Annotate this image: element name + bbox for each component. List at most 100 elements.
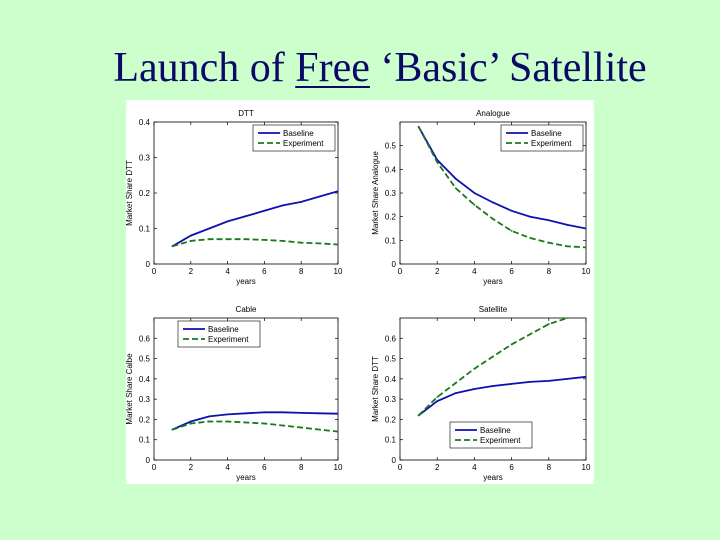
x-tick-label: 6 [509, 463, 514, 472]
slide-title: Launch of Free ‘Basic’ Satellite [0, 44, 720, 92]
data-point-baseline [473, 192, 476, 194]
subplot-title: Cable [236, 305, 257, 314]
y-tick-label: 0.5 [385, 355, 397, 364]
y-tick-label: 0.1 [385, 236, 397, 245]
y-tick-label: 0.2 [385, 415, 397, 424]
legend-box [177, 320, 261, 348]
x-tick-label: 6 [509, 267, 514, 276]
data-point-experiment [263, 422, 266, 425]
data-point-baseline [547, 379, 550, 382]
data-point-baseline [510, 209, 513, 212]
x-tick-label: 8 [299, 267, 304, 276]
data-point-experiment [454, 187, 457, 190]
subplot-title: Analogue [476, 109, 510, 118]
y-tick-label: 0.4 [139, 118, 151, 127]
data-point-experiment [547, 241, 550, 244]
data-point-baseline [473, 388, 476, 390]
data-point-experiment [492, 355, 494, 358]
data-point-experiment [337, 430, 338, 433]
data-point-experiment [566, 318, 569, 319]
data-point-baseline [337, 412, 338, 415]
x-tick-label: 0 [152, 267, 157, 276]
y-tick-label: 0 [146, 260, 151, 269]
data-point-baseline [436, 400, 439, 403]
data-point-experiment [510, 229, 513, 232]
data-point-baseline [585, 227, 586, 230]
data-point-experiment [454, 382, 457, 384]
y-tick-label: 0.3 [385, 189, 397, 198]
data-point-baseline [585, 375, 586, 378]
data-point-experiment [318, 428, 321, 431]
data-point-experiment [417, 125, 420, 128]
data-point-experiment [208, 420, 211, 423]
y-tick-label: 0.2 [139, 415, 151, 424]
data-point-experiment [492, 218, 494, 220]
x-tick-label: 10 [334, 463, 343, 472]
data-point-experiment [473, 367, 476, 370]
data-point-experiment [585, 246, 586, 249]
data-point-experiment [189, 422, 192, 425]
data-point-experiment [171, 428, 174, 431]
data-point-baseline [263, 209, 266, 212]
data-point-experiment [300, 426, 303, 429]
x-tick-label: 2 [189, 463, 194, 472]
x-tick-label: 10 [582, 463, 591, 472]
data-point-experiment [529, 237, 532, 239]
data-point-experiment [436, 396, 439, 399]
y-tick-label: 0.2 [139, 189, 151, 198]
x-tick-label: 2 [189, 267, 194, 276]
data-point-experiment [245, 238, 247, 241]
data-point-baseline [208, 227, 211, 230]
data-point-baseline [226, 220, 229, 223]
y-tick-label: 0.6 [139, 334, 151, 343]
series-line-experiment [172, 420, 338, 433]
x-axis-label: years [483, 277, 503, 286]
y-axis-label: Market Share Analogue [371, 151, 380, 235]
y-tick-label: 0 [146, 456, 151, 465]
data-point-experiment [226, 238, 229, 241]
data-point-experiment [226, 420, 229, 423]
y-tick-label: 0.3 [139, 395, 151, 404]
data-point-baseline [492, 201, 494, 204]
y-tick-label: 0.6 [385, 334, 397, 343]
data-point-baseline [208, 415, 211, 418]
data-point-baseline [281, 411, 284, 414]
x-tick-label: 4 [225, 463, 230, 472]
data-point-experiment [281, 240, 284, 242]
data-point-baseline [281, 204, 284, 207]
data-point-baseline [245, 412, 247, 415]
data-point-baseline [189, 420, 192, 423]
data-point-experiment [547, 323, 550, 325]
y-tick-label: 0 [392, 260, 397, 269]
y-tick-label: 0.1 [139, 225, 151, 234]
data-point-experiment [245, 421, 247, 424]
y-tick-label: 0.5 [385, 142, 397, 151]
subplot-dtt: DTT 0 2 4 6 8 10 0 0.1 0.2 0.3 0.4 years Market Share… [125, 109, 343, 286]
data-point-experiment [529, 333, 532, 336]
x-tick-label: 4 [472, 267, 477, 276]
legend-label-baseline: Baseline [480, 426, 511, 435]
data-point-experiment [473, 203, 476, 206]
x-tick-label: 8 [299, 463, 304, 472]
y-tick-label: 0 [392, 456, 397, 465]
data-point-baseline [245, 215, 247, 217]
legend-box [500, 124, 584, 152]
title-suffix: ‘Basic’ Satellite [369, 45, 647, 91]
legend-label-experiment: Experiment [531, 139, 572, 148]
data-point-experiment [417, 414, 420, 417]
data-point-baseline [300, 200, 303, 203]
x-tick-label: 4 [472, 463, 477, 472]
y-tick-label: 0.5 [139, 355, 151, 364]
x-axis-label: years [483, 473, 503, 482]
data-point-experiment [281, 424, 284, 427]
x-tick-label: 4 [225, 267, 230, 276]
y-tick-label: 0.4 [385, 165, 397, 174]
subplot-analogue: Analogue 0 2 4 6 8 10 0 0.1 0.2 0.3 0.4 0.5 years Mark… [371, 109, 591, 286]
x-tick-label: 6 [262, 463, 267, 472]
y-axis-label: Market Share DTT [126, 160, 134, 226]
x-tick-label: 0 [152, 463, 157, 472]
data-point-experiment [566, 245, 569, 248]
y-tick-label: 0.3 [139, 154, 151, 163]
